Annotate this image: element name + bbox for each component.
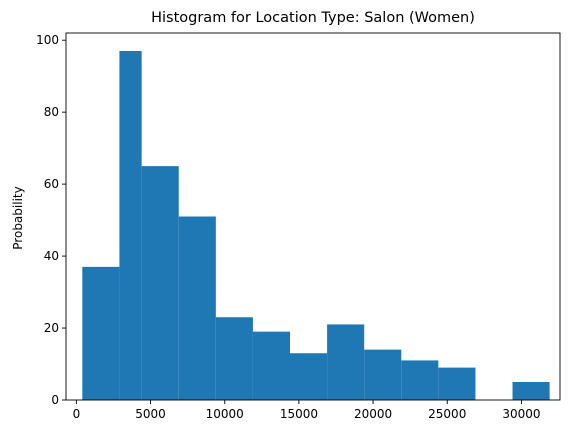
x-tick-label-0: 0 <box>73 407 81 421</box>
y-tick-label-2: 40 <box>44 249 59 263</box>
y-axis-label: Probability <box>11 186 25 249</box>
chart-title: Histogram for Location Type: Salon (Wome… <box>151 10 475 26</box>
y-tick-label-3: 60 <box>44 177 59 191</box>
histogram-bar-0 <box>82 266 120 400</box>
x-tick-label-6: 30000 <box>502 407 540 421</box>
histogram-bar-1 <box>119 50 142 400</box>
histogram-bar-10 <box>438 367 476 400</box>
x-tick-label-2: 10000 <box>206 407 244 421</box>
x-tick-label-5: 25000 <box>428 407 466 421</box>
histogram-bar-4 <box>215 317 253 400</box>
histogram-bar-9 <box>401 360 439 400</box>
histogram-bar-8 <box>364 349 402 400</box>
histogram-bar-7 <box>327 324 365 400</box>
x-tick-label-3: 15000 <box>280 407 318 421</box>
x-tick-label-1: 5000 <box>135 407 166 421</box>
plot-frame <box>65 32 561 401</box>
y-axis-ticks: 0 20 40 60 80 100 <box>36 33 66 407</box>
histogram-bar-3 <box>178 216 216 400</box>
histogram-bar-6 <box>290 353 328 400</box>
y-tick-label-4: 80 <box>44 105 59 119</box>
x-tick-label-4: 20000 <box>354 407 392 421</box>
histogram-bar-5 <box>252 331 291 400</box>
x-axis-ticks: 0 5000 10000 15000 20000 25000 30000 <box>73 400 541 421</box>
histogram-bar-12 <box>512 382 550 400</box>
y-tick-label-5: 100 <box>36 33 59 47</box>
bars-group <box>82 50 550 400</box>
histogram-bar-2 <box>141 166 179 400</box>
y-tick-label-0: 0 <box>51 393 59 407</box>
y-tick-label-1: 20 <box>44 321 59 335</box>
